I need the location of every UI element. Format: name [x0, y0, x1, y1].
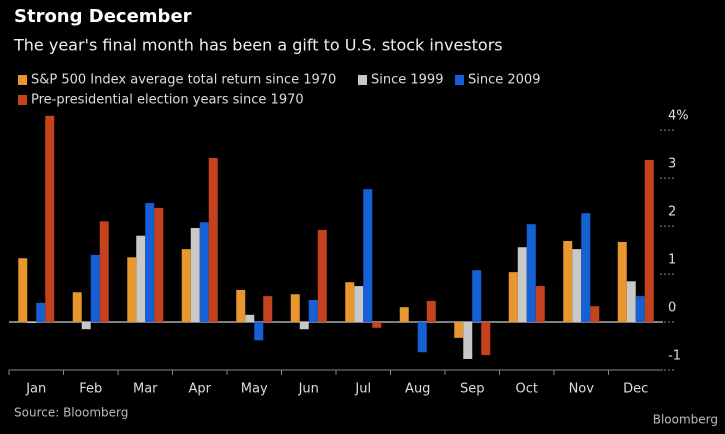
bar — [145, 203, 155, 323]
x-tick-label: Nov — [569, 382, 595, 397]
bar — [399, 307, 409, 323]
bar — [417, 322, 427, 353]
bar — [181, 249, 191, 323]
legend-swatch — [455, 75, 464, 85]
bar — [317, 229, 327, 323]
chart-title: Strong December — [14, 6, 192, 27]
bar — [363, 189, 373, 323]
bar — [18, 258, 28, 323]
bar — [45, 115, 55, 323]
legend-label: S&P 500 Index average total return since… — [31, 73, 336, 88]
x-tick-label: Jun — [298, 382, 319, 397]
bar — [154, 207, 164, 323]
x-tick-label: Oct — [516, 382, 538, 397]
bar — [263, 296, 273, 323]
chart-subtitle: The year's final month has been a gift t… — [13, 36, 503, 55]
bar — [245, 314, 255, 323]
bar — [236, 289, 246, 323]
y-tick-label: -1 — [668, 349, 681, 364]
bar — [299, 322, 309, 330]
x-tick-label: Aug — [405, 382, 430, 397]
legend-label: Pre-presidential election years since 19… — [31, 93, 304, 108]
bar — [99, 221, 109, 323]
bar — [308, 299, 318, 323]
bar — [617, 241, 627, 323]
y-tick-label: 1 — [668, 253, 676, 268]
bar — [81, 322, 91, 330]
bar — [36, 302, 46, 323]
y-tick-label: 0 — [668, 301, 676, 316]
x-tick-label: Apr — [189, 382, 212, 397]
bar — [254, 322, 264, 341]
bar — [563, 240, 573, 323]
x-tick-label: Sep — [460, 382, 485, 397]
x-tick-label: Jan — [25, 382, 46, 397]
bar — [635, 296, 645, 323]
x-tick-label: Feb — [79, 382, 102, 397]
x-tick-label: May — [241, 382, 268, 397]
bar — [354, 286, 364, 323]
legend-label: Since 2009 — [468, 73, 540, 88]
bar — [345, 282, 355, 323]
legend-swatch — [18, 95, 27, 105]
bar — [372, 322, 382, 328]
bar — [535, 286, 545, 323]
x-tick-label: Mar — [133, 382, 158, 397]
x-tick-label: Jul — [354, 382, 371, 397]
bar — [127, 257, 137, 323]
bar — [290, 294, 300, 323]
bar — [199, 222, 209, 323]
bar — [472, 270, 482, 323]
legend-label: Since 1999 — [371, 73, 443, 88]
x-tick-label: Dec — [623, 382, 648, 397]
bar — [426, 300, 436, 323]
bar — [208, 158, 218, 323]
bar — [27, 322, 37, 323]
legend-swatch — [18, 75, 27, 85]
bar — [190, 228, 200, 323]
logo: Bloomberg — [653, 413, 718, 427]
bar — [517, 247, 527, 323]
bar — [454, 322, 464, 338]
bar — [463, 322, 473, 359]
bar — [644, 159, 654, 323]
bar — [526, 224, 536, 323]
y-tick-label: 2 — [668, 205, 676, 220]
bar — [481, 322, 491, 356]
legend-swatch — [358, 75, 367, 85]
bar — [508, 272, 518, 323]
bar — [136, 235, 146, 323]
bar — [90, 254, 100, 323]
bar — [626, 281, 636, 323]
bar — [572, 249, 582, 323]
y-tick-label: 3 — [668, 157, 676, 172]
bar — [581, 213, 591, 323]
y-tick-label: 4% — [668, 109, 689, 124]
source: Source: Bloomberg — [14, 406, 128, 420]
bar — [590, 306, 600, 323]
bar — [72, 292, 82, 323]
